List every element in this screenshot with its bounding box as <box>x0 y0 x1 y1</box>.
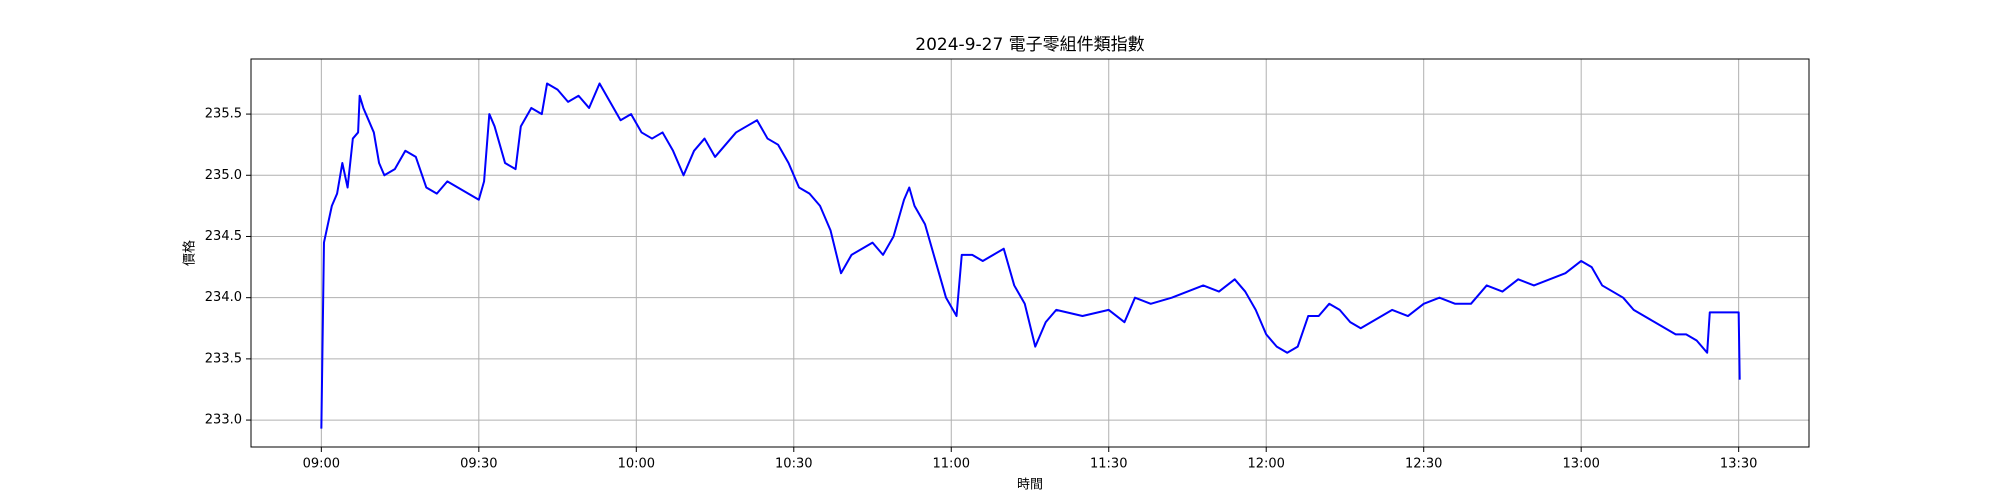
y-tick-label: 233.0 <box>205 413 242 428</box>
x-tick-label: 13:30 <box>1720 457 1757 472</box>
x-tick-label: 11:30 <box>1090 457 1127 472</box>
y-tick-label: 234.0 <box>205 290 242 305</box>
line-series <box>320 82 1741 429</box>
plot-frame <box>250 58 1810 448</box>
x-tick-label: 12:00 <box>1247 457 1284 472</box>
x-tick-label: 11:00 <box>933 457 970 472</box>
chart-title: 2024-9-27 電子零組件類指數 <box>915 35 1144 55</box>
x-tick-label: 10:00 <box>618 457 655 472</box>
y-tick-label: 235.5 <box>205 107 242 122</box>
x-tick-label: 09:00 <box>303 457 340 472</box>
x-tick-label: 10:30 <box>775 457 812 472</box>
y-axis-label: 價格 <box>182 240 198 266</box>
x-tick-label: 13:00 <box>1562 457 1599 472</box>
x-axis-label: 時間 <box>1017 478 1043 493</box>
y-tick-label: 233.5 <box>205 351 242 366</box>
x-tick-label: 12:30 <box>1405 457 1442 472</box>
x-tick-label: 09:30 <box>460 457 497 472</box>
y-tick-label: 234.5 <box>205 229 242 244</box>
y-tick-label: 235.0 <box>205 168 242 183</box>
